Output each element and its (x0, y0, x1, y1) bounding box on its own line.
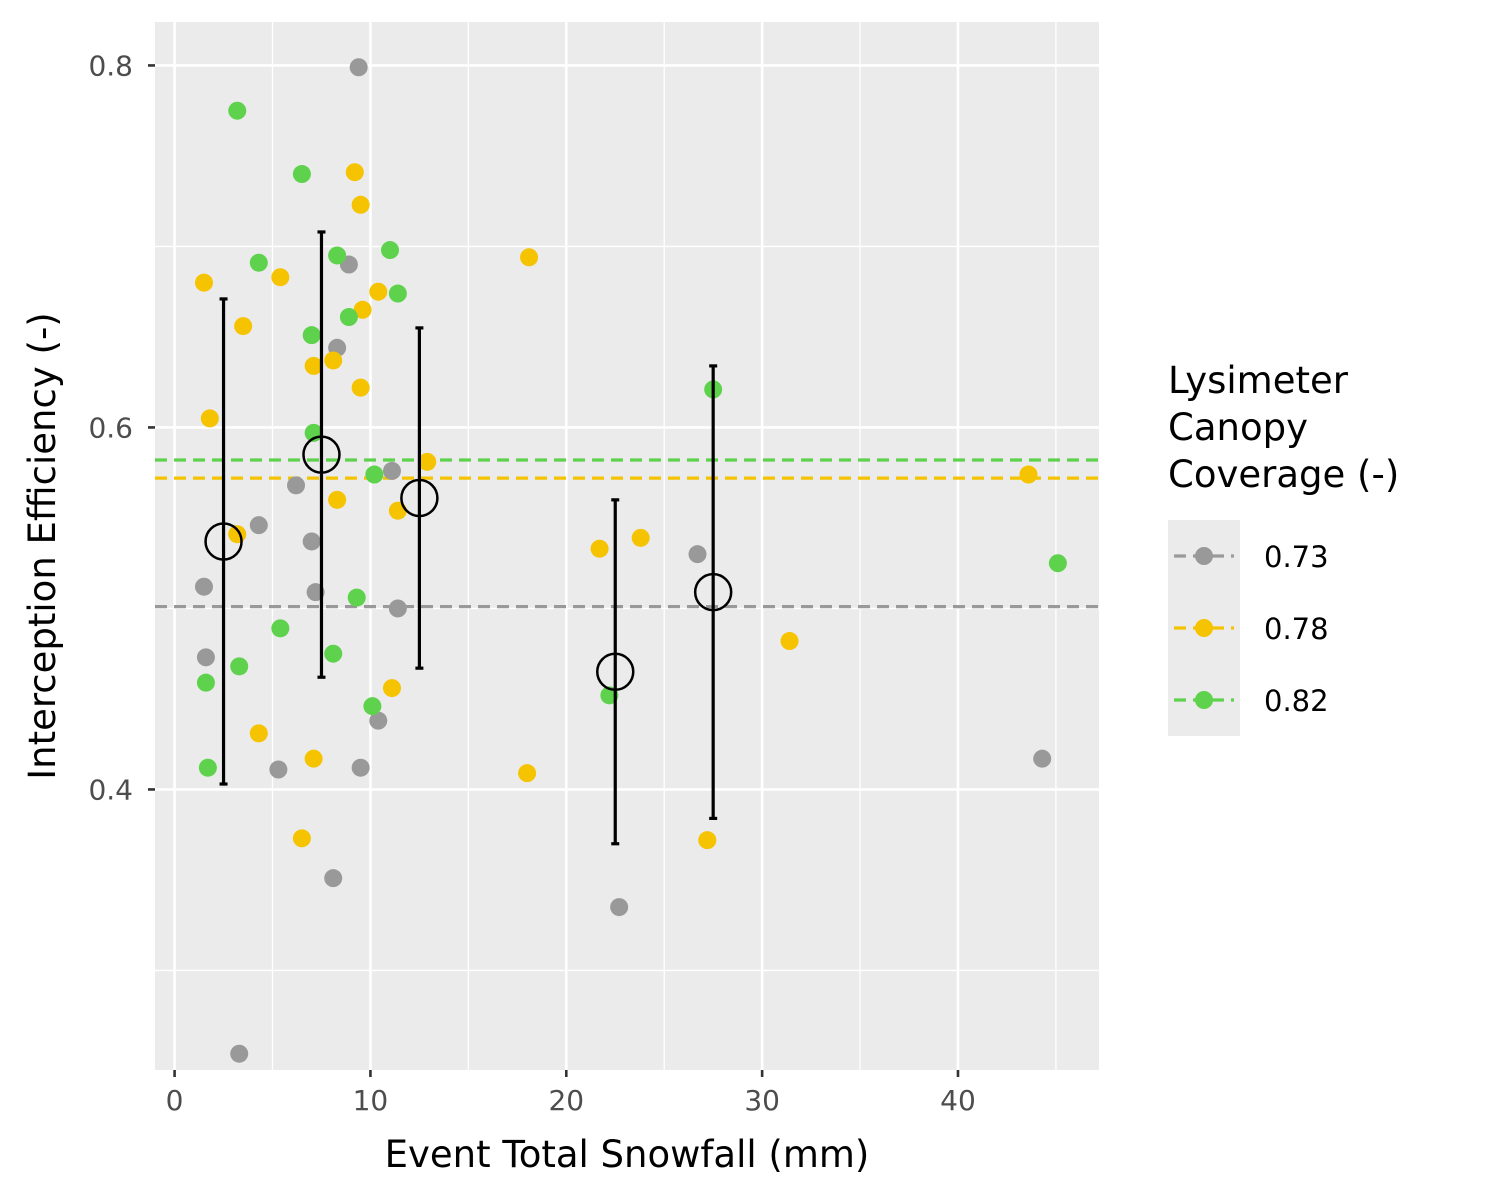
x-tick-label: 40 (940, 1084, 976, 1117)
data-point-0.78 (353, 300, 372, 319)
data-point-0.73 (194, 577, 213, 596)
data-point-0.78 (780, 632, 799, 651)
data-point-0.82 (347, 588, 366, 607)
data-point-0.78 (369, 282, 388, 301)
data-point-0.73 (302, 532, 321, 551)
x-tick-label: 10 (353, 1084, 389, 1117)
data-point-0.73 (230, 1044, 249, 1063)
data-point-0.78 (351, 378, 370, 397)
data-point-0.82 (324, 644, 343, 663)
data-point-0.82 (339, 308, 358, 327)
data-point-0.78 (351, 195, 370, 214)
data-point-0.73 (324, 869, 343, 888)
legend-label-0.78: 0.78 (1264, 612, 1329, 646)
x-tick-label: 30 (744, 1084, 780, 1117)
data-point-0.78 (388, 501, 407, 520)
x-axis-title: Event Total Snowfall (mm) (385, 1133, 870, 1176)
data-point-0.82 (198, 758, 217, 777)
legend-key-point-0.82 (1195, 691, 1213, 709)
data-point-0.73 (388, 599, 407, 618)
data-point-0.73 (349, 58, 368, 77)
data-point-0.73 (351, 758, 370, 777)
data-point-0.82 (228, 101, 247, 120)
data-point-0.73 (196, 648, 215, 667)
data-point-0.73 (269, 760, 288, 779)
data-point-0.82 (292, 165, 311, 184)
legend-title-line: Coverage (-) (1168, 453, 1399, 496)
bin-mean-marker (693, 572, 733, 612)
legend-label-0.82: 0.82 (1264, 684, 1329, 718)
data-point-0.78 (328, 490, 347, 509)
data-point-0.78 (382, 679, 401, 698)
data-point-0.82 (365, 465, 384, 484)
y-axis-title: Interception Efficiency (-) (21, 312, 64, 779)
data-point-0.73 (369, 711, 388, 730)
data-point-0.82 (271, 619, 290, 638)
legend-key-point-0.78 (1195, 619, 1213, 637)
data-point-0.73 (287, 476, 306, 495)
axes: 0 10 20 30 40 0.4 0.6 0.8 (88, 49, 975, 1117)
data-point-0.78 (518, 764, 537, 783)
data-point-0.73 (1033, 749, 1052, 768)
data-point-0.73 (382, 461, 401, 480)
data-point-0.82 (196, 673, 215, 692)
data-point-0.82 (363, 697, 382, 716)
data-point-0.78 (304, 356, 323, 375)
data-point-0.78 (418, 452, 437, 471)
data-point-0.78 (249, 724, 268, 743)
data-point-0.82 (302, 326, 321, 345)
data-point-0.82 (230, 657, 249, 676)
y-tick-label: 0.4 (88, 773, 133, 806)
data-point-0.78 (234, 317, 253, 336)
data-point-0.78 (631, 528, 650, 547)
data-point-0.78 (304, 749, 323, 768)
x-tick-label: 20 (548, 1084, 584, 1117)
bin-mean-marker (302, 435, 341, 474)
bin-mean-marker (595, 652, 635, 692)
y-tick-label: 0.8 (88, 49, 133, 82)
data-point-0.82 (388, 284, 407, 303)
data-point-0.78 (520, 248, 539, 267)
data-point-0.78 (345, 163, 364, 182)
y-tick-label: 0.6 (88, 411, 133, 444)
legend-key-point-0.73 (1195, 547, 1213, 565)
data-point-0.78 (1019, 465, 1038, 484)
data-point-0.73 (610, 898, 629, 917)
legend-title-line: Lysimeter (1168, 359, 1349, 402)
data-point-0.78 (590, 539, 609, 558)
data-point-0.82 (328, 246, 347, 265)
data-point-0.78 (292, 829, 311, 848)
data-point-0.82 (249, 253, 268, 272)
legend-label-0.73: 0.73 (1264, 540, 1329, 574)
data-point-0.78 (698, 831, 717, 850)
plot-panel (155, 22, 1099, 1070)
data-point-0.73 (249, 516, 268, 535)
data-point-0.73 (688, 545, 707, 564)
data-point-0.78 (228, 525, 247, 544)
data-point-0.78 (271, 268, 290, 287)
data-point-0.82 (381, 241, 400, 260)
data-point-0.78 (200, 409, 219, 428)
bin-mean-marker (204, 522, 243, 561)
bin-mean-marker (400, 478, 439, 518)
legend-title-line: Canopy (1168, 406, 1308, 449)
data-point-0.78 (324, 351, 343, 370)
x-tick-label: 0 (166, 1084, 184, 1117)
data-point-0.78 (194, 273, 213, 292)
data-point-0.82 (1048, 554, 1067, 573)
